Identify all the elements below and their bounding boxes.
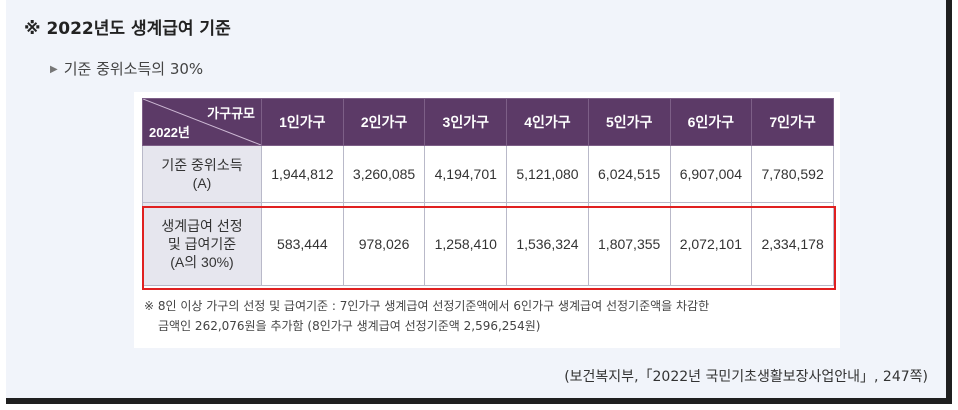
subheading: ▶ 기준 중위소득의 30% <box>50 58 203 79</box>
table-cell: 7,780,592 <box>751 145 834 203</box>
row-label-line: 및 급여기준 <box>167 236 237 252</box>
page-heading: ※ 2022년도 생계급여 기준 <box>24 19 231 39</box>
footnote-line: ※ 8인 이상 가구의 선정 및 급여기준 : 7인가구 생계급여 선정기준액에… <box>144 299 710 313</box>
column-header: 1인가구 <box>261 98 344 146</box>
column-header: 7인가구 <box>751 98 834 146</box>
corner-top-label: 가구규모 <box>207 106 255 121</box>
column-header: 6인가구 <box>669 98 753 146</box>
column-header: 4인가구 <box>506 98 589 146</box>
row-label-line: 생계급여 선정 <box>161 218 243 234</box>
table-cell: 5,121,080 <box>506 145 589 203</box>
corner-bottom-label: 2022년 <box>149 125 190 140</box>
subheading-text: 기준 중위소득의 30% <box>63 60 204 78</box>
row-label-line: 기준 중위소득 <box>161 157 243 173</box>
column-header: 2인가구 <box>342 98 426 146</box>
footnote-line: 금액인 262,076원을 추가함 (8인가구 생계급여 선정기준액 2,596… <box>158 319 541 333</box>
diagonal-line-icon <box>143 99 261 145</box>
row-label: 기준 중위소득 (A) <box>142 145 262 203</box>
row-label-line: (A의 30%) <box>170 254 234 270</box>
row-label: 생계급여 선정 및 급여기준 (A의 30%) <box>142 202 262 286</box>
table-cell: 1,944,812 <box>261 145 344 203</box>
content-frame: ※ 2022년도 생계급여 기준 ▶ 기준 중위소득의 30% 가구규모 2022… <box>6 0 952 404</box>
table-cell: 6,024,515 <box>587 145 671 203</box>
table-cell: 4,194,701 <box>424 145 508 203</box>
benefit-table: 가구규모 2022년 1인가구 2인가구 3인가구 4인가구 5인가구 6인가구… <box>142 98 834 286</box>
table-row-benefit-criteria: 생계급여 선정 및 급여기준 (A의 30%) 583,444 978,026 … <box>142 202 834 286</box>
table-panel: 가구규모 2022년 1인가구 2인가구 3인가구 4인가구 5인가구 6인가구… <box>134 92 840 348</box>
table-header-row: 가구규모 2022년 1인가구 2인가구 3인가구 4인가구 5인가구 6인가구… <box>142 98 834 146</box>
table-row-median-income: 기준 중위소득 (A) 1,944,812 3,260,085 4,194,70… <box>142 145 834 203</box>
table-cell: 978,026 <box>342 202 426 286</box>
row-label-line: (A) <box>192 175 212 191</box>
table-cell: 583,444 <box>261 202 344 286</box>
source-citation: (보건복지부,「2022년 국민기초생활보장사업안내」, 247쪽) <box>564 369 928 385</box>
corner-cell: 가구규모 2022년 <box>142 98 262 146</box>
table-cell: 1,258,410 <box>424 202 508 286</box>
table-cell: 1,536,324 <box>506 202 589 286</box>
column-header: 5인가구 <box>587 98 671 146</box>
table-cell: 1,807,355 <box>587 202 671 286</box>
footnote: ※ 8인 이상 가구의 선정 및 급여기준 : 7인가구 생계급여 선정기준액에… <box>144 296 834 336</box>
table-cell: 2,334,178 <box>751 202 834 286</box>
column-header: 3인가구 <box>424 98 508 146</box>
table-cell: 2,072,101 <box>669 202 753 286</box>
triangle-bullet-icon: ▶ <box>50 64 58 75</box>
table-cell: 6,907,004 <box>669 145 753 203</box>
table-cell: 3,260,085 <box>342 145 426 203</box>
